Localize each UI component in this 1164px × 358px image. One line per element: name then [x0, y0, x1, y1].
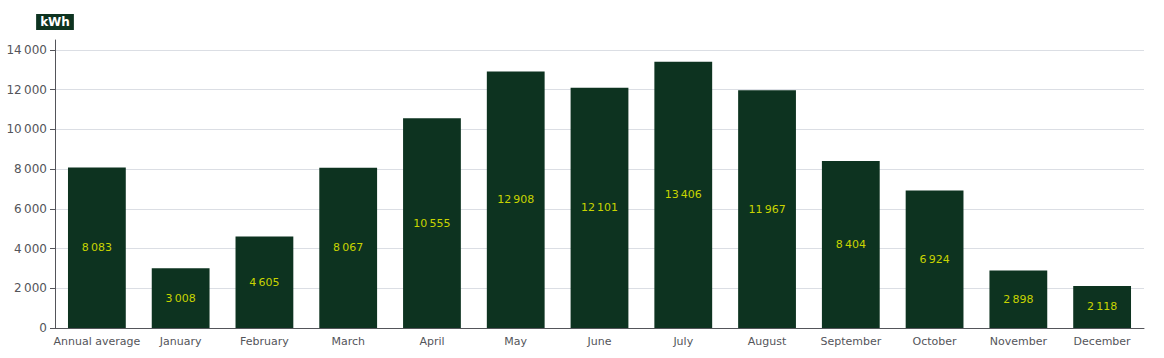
- svg-text:November: November: [990, 335, 1048, 348]
- svg-text:kWh: kWh: [40, 15, 70, 29]
- svg-text:2 118: 2 118: [1087, 300, 1117, 313]
- svg-text:January: January: [159, 335, 202, 348]
- svg-text:December: December: [1074, 335, 1132, 348]
- svg-text:4 605: 4 605: [249, 276, 279, 289]
- svg-text:May: May: [504, 335, 527, 348]
- svg-text:10 555: 10 555: [413, 217, 450, 230]
- svg-text:Annual average: Annual average: [54, 335, 141, 348]
- svg-text:September: September: [820, 335, 881, 348]
- svg-text:8 404: 8 404: [836, 238, 866, 251]
- svg-text:11 967: 11 967: [748, 203, 785, 216]
- svg-text:8 067: 8 067: [333, 241, 363, 254]
- svg-text:12 101: 12 101: [581, 201, 618, 214]
- svg-text:2 898: 2 898: [1003, 293, 1033, 306]
- svg-text:14 000: 14 000: [6, 43, 47, 57]
- svg-text:0: 0: [39, 321, 47, 335]
- svg-text:10 000: 10 000: [6, 122, 47, 136]
- svg-text:13 406: 13 406: [665, 188, 702, 201]
- svg-text:3 008: 3 008: [166, 292, 196, 305]
- svg-text:12 000: 12 000: [6, 83, 47, 97]
- svg-text:June: June: [587, 335, 612, 348]
- svg-text:August: August: [748, 335, 787, 348]
- svg-text:8 083: 8 083: [82, 241, 112, 254]
- svg-text:2 000: 2 000: [14, 281, 47, 295]
- svg-text:March: March: [331, 335, 365, 348]
- svg-text:6 000: 6 000: [14, 202, 47, 216]
- svg-text:July: July: [672, 335, 693, 348]
- svg-text:8 000: 8 000: [14, 162, 47, 176]
- svg-text:12 908: 12 908: [497, 193, 534, 206]
- svg-text:4 000: 4 000: [14, 242, 47, 256]
- svg-text:February: February: [240, 335, 289, 348]
- svg-text:April: April: [419, 335, 444, 348]
- svg-text:6 924: 6 924: [919, 253, 949, 266]
- svg-text:October: October: [913, 335, 957, 348]
